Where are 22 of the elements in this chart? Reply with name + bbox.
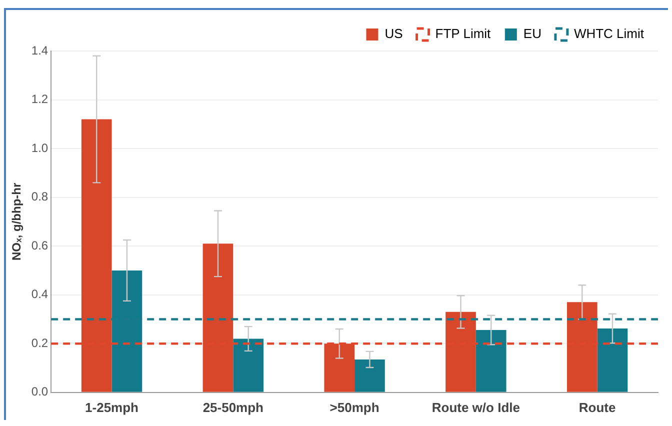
bar <box>354 359 385 392</box>
x-tick-label: >50mph <box>330 400 380 415</box>
y-tick-label: 1.4 <box>31 43 48 58</box>
x-tick-label: 1-25mph <box>85 400 139 415</box>
y-tick-label: 0.8 <box>31 190 48 204</box>
legend-label: US <box>384 26 404 42</box>
bar <box>476 330 506 392</box>
legend-label: EU <box>523 26 542 42</box>
x-tick-label: Route <box>578 400 616 415</box>
bar <box>597 328 628 392</box>
y-tick-label: 1.2 <box>31 92 48 106</box>
y-axis-title: NOₓ, g/bhp-hr <box>10 182 24 261</box>
y-tick-label: 0.4 <box>31 287 48 302</box>
y-tick-label: 0.0 <box>31 384 48 399</box>
y-tick-label: 1.0 <box>31 140 48 155</box>
x-tick-label: 25-50mph <box>202 400 264 415</box>
legend-label: WHTC Limit <box>574 26 644 42</box>
y-tick-label: 0.2 <box>31 336 48 350</box>
x-tick-label: Route w/o Idle <box>432 400 520 415</box>
legend-label: FTP Limit <box>435 26 492 42</box>
y-tick-label: 0.6 <box>31 238 48 252</box>
bar <box>233 338 264 392</box>
